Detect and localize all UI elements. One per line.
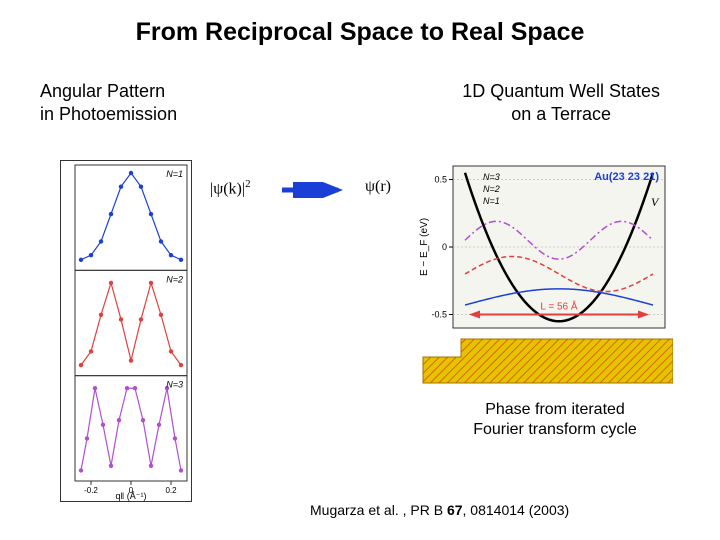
svg-text:0: 0 bbox=[442, 242, 447, 252]
psi-r-label: ψ(r) bbox=[365, 178, 391, 196]
svg-text:0.2: 0.2 bbox=[165, 486, 177, 495]
transform-arrow-icon bbox=[280, 182, 350, 198]
svg-text:N=2: N=2 bbox=[483, 184, 500, 194]
citation-vol: 67 bbox=[447, 502, 463, 518]
svg-text:Au(23 23 21): Au(23 23 21) bbox=[594, 171, 659, 183]
right-figure-svg: -0.5 0 0.5 E − E_F (eV) N=3 N=2 N=1 Au(23 23 21… bbox=[415, 160, 673, 385]
page-title: From Reciprocal Space to Real Space bbox=[0, 18, 720, 47]
citation: Mugarza et al. , PR B 67, 0814014 (2003) bbox=[310, 502, 569, 518]
left-subtitle-l1: Angular Pattern bbox=[40, 81, 165, 101]
right-figure: -0.5 0 0.5 E − E_F (eV) N=3 N=2 N=1 Au(23 23 21… bbox=[415, 160, 673, 385]
svg-text:q‖ (Å⁻¹): q‖ (Å⁻¹) bbox=[116, 491, 147, 501]
left-subtitle: Angular Pattern in Photoemission bbox=[40, 80, 177, 125]
phase-l2: Fourier transform cycle bbox=[473, 421, 637, 438]
svg-text:N=3: N=3 bbox=[166, 380, 183, 390]
right-subtitle: 1D Quantum Well States on a Terrace bbox=[462, 80, 660, 125]
left-figure-svg: N=1N=2N=3-0.200.2q‖ (Å⁻¹) bbox=[61, 161, 191, 501]
left-subtitle-l2: in Photoemission bbox=[40, 104, 177, 124]
left-figure: N=1N=2N=3-0.200.2q‖ (Å⁻¹) bbox=[60, 160, 192, 502]
svg-text:N=2: N=2 bbox=[166, 274, 183, 284]
psi-k-label: |ψ(k)|2 bbox=[210, 178, 251, 198]
svg-text:N=3: N=3 bbox=[483, 172, 500, 182]
citation-pre: Mugarza et al. , PR B bbox=[310, 502, 447, 518]
svg-text:N=1: N=1 bbox=[166, 169, 183, 179]
phase-l1: Phase from iterated bbox=[485, 401, 625, 418]
svg-text:E − E_F (eV): E − E_F (eV) bbox=[419, 218, 430, 276]
svg-text:-0.5: -0.5 bbox=[431, 310, 447, 320]
svg-text:L = 56 Å: L = 56 Å bbox=[540, 300, 577, 313]
svg-text:-0.2: -0.2 bbox=[84, 486, 98, 495]
right-subtitle-l1: 1D Quantum Well States bbox=[462, 81, 660, 101]
right-subtitle-l2: on a Terrace bbox=[511, 104, 611, 124]
phase-text: Phase from iterated Fourier transform cy… bbox=[440, 400, 670, 440]
svg-text:N=1: N=1 bbox=[483, 196, 500, 206]
svg-text:0.5: 0.5 bbox=[434, 175, 447, 185]
citation-post: , 0814014 (2003) bbox=[463, 502, 570, 518]
